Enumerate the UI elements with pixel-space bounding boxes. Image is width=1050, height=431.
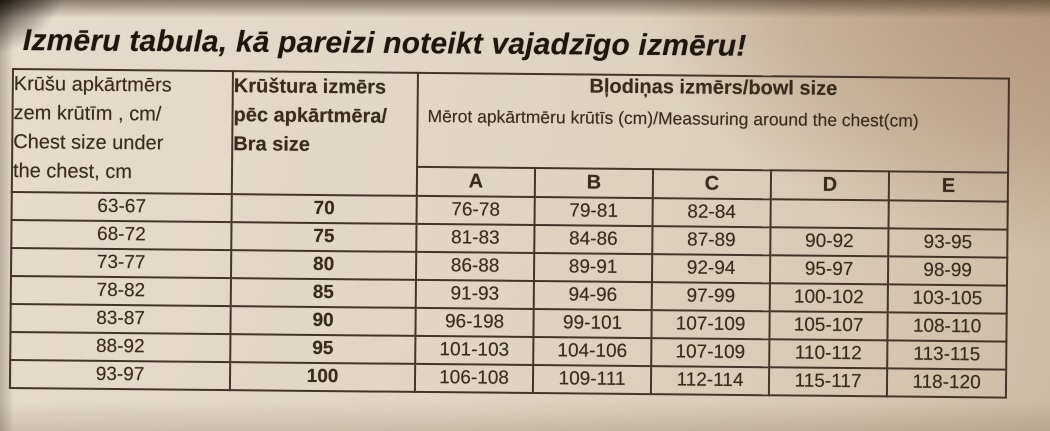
bowl-size-title: Bļodiņas izmērs/bowl size bbox=[589, 75, 838, 100]
cup-a-cell: 101-103 bbox=[415, 335, 534, 366]
header-row-main: Krūšu apkārtmērs zem krūtīm , cm/ Chest … bbox=[11, 69, 1009, 196]
bra-header-line: Krūštura izmērs bbox=[233, 75, 387, 99]
cup-c-cell: 112-114 bbox=[650, 366, 770, 396]
cup-label-a: A bbox=[416, 166, 536, 198]
cup-e-cell bbox=[888, 200, 1008, 230]
chest-size-cell: 78-82 bbox=[10, 276, 231, 307]
bra-size-cell: 70 bbox=[231, 194, 417, 224]
bowl-size-header: Bļodiņas izmērs/bowl size Mērot apkārtmē… bbox=[417, 72, 1009, 173]
cup-b-cell: 84-86 bbox=[534, 225, 653, 255]
cup-b-cell: 79-81 bbox=[534, 197, 653, 227]
cup-label-d: D bbox=[770, 170, 890, 201]
bra-size-cell: 75 bbox=[231, 222, 417, 252]
cup-a-cell: 76-78 bbox=[416, 195, 535, 226]
bra-size-cell: 100 bbox=[229, 362, 416, 392]
chest-header-line: Chest size under bbox=[13, 131, 164, 155]
cup-e-cell: 108-110 bbox=[887, 312, 1007, 342]
page-title: Izmēru tabula, kā pareizi noteikt vajadz… bbox=[22, 24, 747, 63]
cup-e-cell: 93-95 bbox=[888, 228, 1008, 258]
cup-label-b: B bbox=[534, 168, 654, 199]
bra-size-cell: 85 bbox=[230, 278, 416, 308]
cup-b-cell: 89-91 bbox=[533, 253, 653, 283]
bra-header-line: Bra size bbox=[233, 133, 311, 156]
cup-d-cell: 100-102 bbox=[769, 283, 888, 313]
chest-size-cell: 83-87 bbox=[10, 303, 231, 335]
bra-size-header: Krūštura izmērs pēc apkārtmēra/ Bra size bbox=[231, 71, 418, 196]
chest-header-line: zem krūtīm , cm/ bbox=[13, 102, 162, 126]
chest-size-cell: 73-77 bbox=[11, 248, 232, 279]
cup-d-cell: 95-97 bbox=[769, 255, 889, 285]
chest-size-header: Krūšu apkārtmērs zem krūtīm , cm/ Chest … bbox=[11, 69, 233, 195]
cup-a-cell: 91-93 bbox=[415, 279, 534, 310]
chest-header-line: Krūšu apkārtmērs bbox=[13, 73, 172, 97]
cup-b-cell: 99-101 bbox=[533, 309, 652, 339]
cup-c-cell: 87-89 bbox=[652, 226, 771, 256]
cup-d-cell: 90-92 bbox=[770, 227, 889, 257]
cup-e-cell: 118-120 bbox=[886, 368, 1007, 398]
chest-size-cell: 93-97 bbox=[9, 359, 231, 391]
cup-c-cell: 92-94 bbox=[651, 254, 771, 284]
cup-a-cell: 81-83 bbox=[416, 223, 535, 254]
cup-d-cell bbox=[770, 199, 889, 229]
chest-size-cell: 68-72 bbox=[11, 220, 232, 251]
cup-c-cell: 97-99 bbox=[651, 282, 770, 312]
size-chart-table: Krūšu apkārtmērs zem krūtīm , cm/ Chest … bbox=[9, 68, 1010, 399]
cup-b-cell: 94-96 bbox=[533, 281, 652, 311]
cup-label-c: C bbox=[652, 169, 772, 200]
bowl-size-subtitle: Mērot apkārtmēru krūtīs (cm)/Meassuring … bbox=[427, 105, 919, 131]
bra-header-line: pēc apkārtmēra/ bbox=[233, 104, 388, 128]
cup-d-cell: 115-117 bbox=[768, 367, 888, 397]
chest-size-cell: 63-67 bbox=[11, 192, 232, 223]
cup-e-cell: 103-105 bbox=[887, 284, 1007, 314]
cup-d-cell: 105-107 bbox=[769, 311, 888, 341]
cup-c-cell: 107-109 bbox=[651, 338, 770, 368]
bra-size-cell: 80 bbox=[230, 250, 417, 280]
chest-size-cell: 88-92 bbox=[10, 331, 231, 363]
cup-a-cell: 86-88 bbox=[415, 251, 535, 282]
cup-c-cell: 107-109 bbox=[651, 310, 770, 340]
bra-size-cell: 90 bbox=[230, 306, 416, 336]
cup-e-cell: 98-99 bbox=[887, 256, 1008, 286]
cup-label-e: E bbox=[888, 171, 1009, 202]
cup-b-cell: 109-111 bbox=[532, 365, 652, 395]
cup-c-cell: 82-84 bbox=[652, 198, 771, 228]
cup-d-cell: 110-112 bbox=[769, 339, 888, 369]
cup-e-cell: 113-115 bbox=[887, 340, 1007, 370]
cup-a-cell: 106-108 bbox=[414, 363, 534, 394]
chest-header-line: the chest, cm bbox=[12, 160, 133, 184]
cup-a-cell: 96-198 bbox=[415, 307, 534, 338]
cup-b-cell: 104-106 bbox=[533, 337, 652, 367]
bra-size-cell: 95 bbox=[230, 334, 416, 364]
